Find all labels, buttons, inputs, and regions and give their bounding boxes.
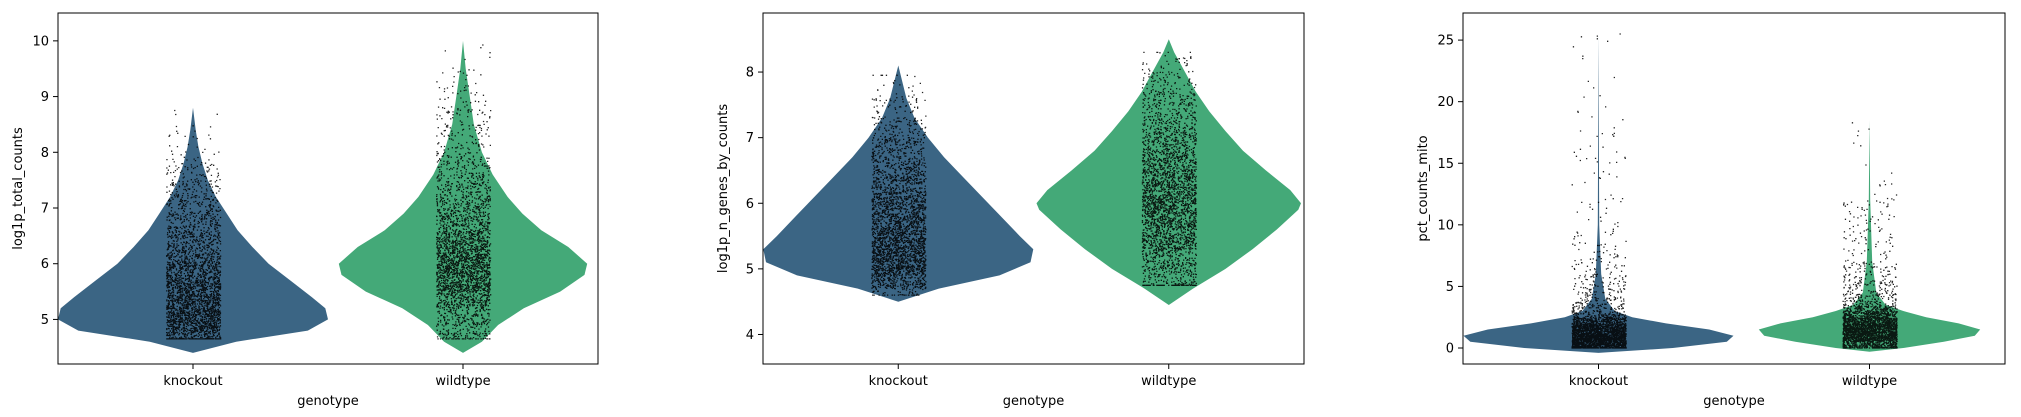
y-tick-label: 6 <box>746 197 754 212</box>
y-tick-label: 25 <box>1437 34 1454 49</box>
x-tick-label-knockout: knockout <box>869 374 928 389</box>
y-axis-label: log1p_total_counts <box>11 127 26 250</box>
violin-knockout <box>58 107 328 353</box>
y-tick-label: 5 <box>41 313 49 328</box>
violin-knockout <box>763 65 1034 302</box>
y-tick-label: 6 <box>41 257 49 272</box>
jitter-points-knockout <box>166 109 222 340</box>
x-tick-label-wildtype: wildtype <box>1141 374 1196 389</box>
y-axis-label: pct_counts_mito <box>1416 135 1431 241</box>
y-tick-label: 15 <box>1437 157 1454 172</box>
y-tick-label: 7 <box>746 131 754 146</box>
jitter-points-knockout <box>871 74 927 296</box>
jitter-points-wildtype <box>1842 122 1898 349</box>
violin-body-knockout <box>763 65 1034 302</box>
y-tick-label: 5 <box>1446 280 1454 295</box>
jitter-points-wildtype <box>1141 51 1197 286</box>
y-tick-label: 10 <box>32 34 49 49</box>
y-tick-label: 7 <box>41 202 49 217</box>
y-tick-label: 9 <box>41 90 49 105</box>
plot-frame <box>762 12 1305 365</box>
violin-body-knockout <box>1463 33 1734 353</box>
violin-knockout <box>1463 33 1734 353</box>
plot-frame <box>1462 12 2006 365</box>
y-tick-label: 20 <box>1437 95 1454 110</box>
jitter-points-wildtype <box>436 44 492 340</box>
x-axis-label: genotype <box>297 394 358 409</box>
y-tick-label: 8 <box>41 146 49 161</box>
y-tick-label: 10 <box>1437 218 1454 233</box>
jitter-points-knockout <box>1571 33 1627 349</box>
y-tick-label: 0 <box>1446 341 1454 356</box>
violin-body-wildtype <box>1758 120 1981 352</box>
violin-wildtype <box>338 40 588 353</box>
violin-wildtype <box>1758 120 1981 352</box>
x-tick-label-wildtype: wildtype <box>435 374 490 389</box>
chart-panel-3: 0 5 10 15 20 25 knockout wildtype genotype pct_co… <box>1416 12 2006 409</box>
x-tick-label-knockout: knockout <box>1569 374 1628 389</box>
y-tick-label: 5 <box>746 262 754 277</box>
chart-panel-1: 5 6 7 8 9 10 knockout wildtype genotype log1p_tot… <box>11 12 599 409</box>
x-axis-label: genotype <box>1003 394 1064 409</box>
x-tick-label-wildtype: wildtype <box>1842 374 1897 389</box>
x-tick-label-knockout: knockout <box>163 374 222 389</box>
y-tick-label: 4 <box>746 328 754 343</box>
violin-wildtype <box>1036 39 1301 305</box>
plot-frame <box>57 12 599 365</box>
y-tick-label: 8 <box>746 66 754 81</box>
chart-panel-2: 4 5 6 7 8 knockout wildtype genotype log1p_n_gen… <box>716 12 1305 409</box>
y-axis-label: log1p_n_genes_by_counts <box>716 104 731 273</box>
x-axis-label: genotype <box>1703 394 1764 409</box>
